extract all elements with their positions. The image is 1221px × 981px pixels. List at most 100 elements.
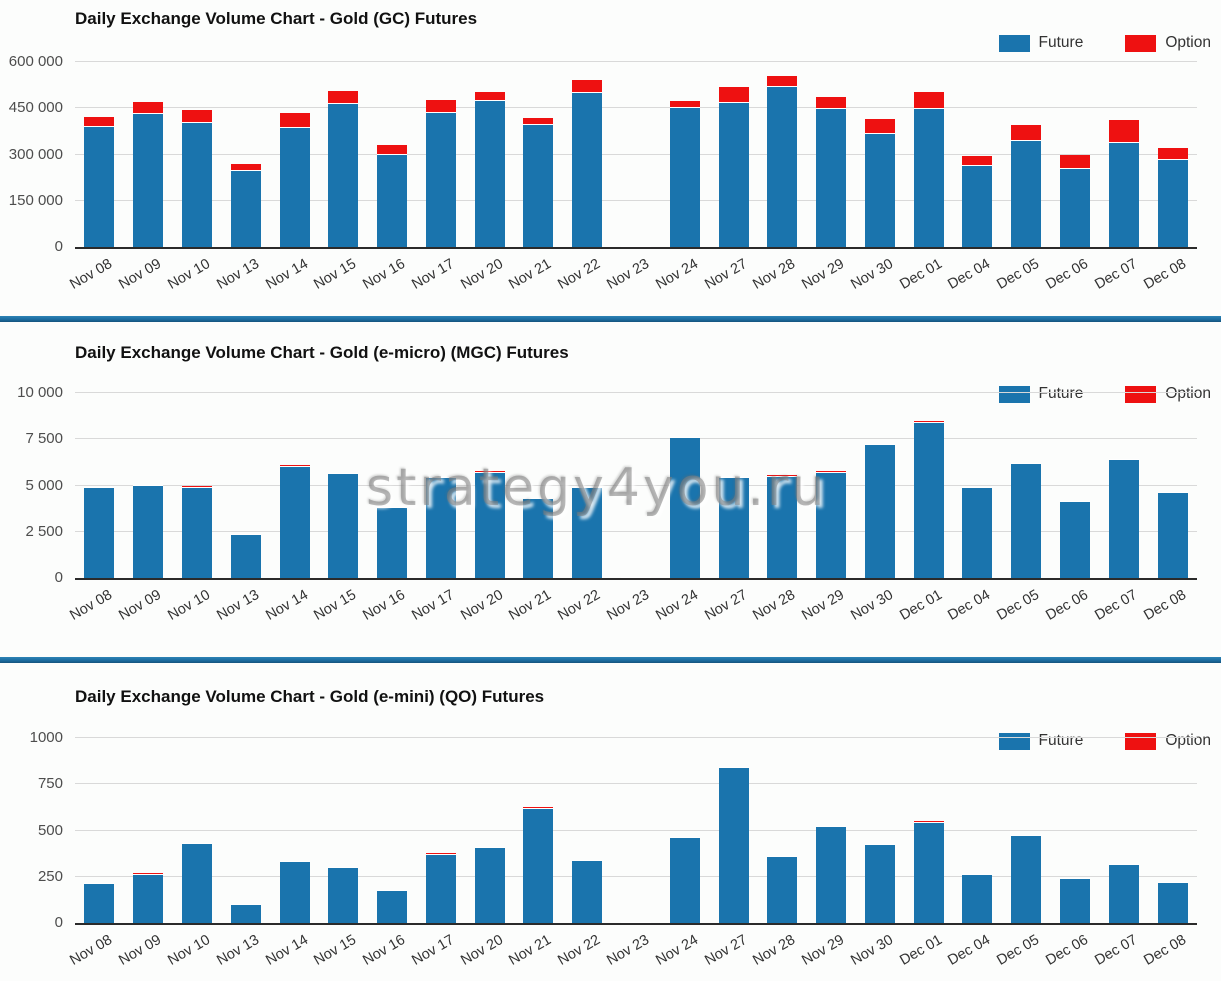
bar-segment-option[interactable] [621, 577, 651, 579]
bar-segment-option[interactable] [328, 91, 359, 104]
bar-dec-08[interactable] [1157, 881, 1188, 923]
bar-dec-07[interactable] [1108, 863, 1139, 923]
bar-nov-22[interactable] [572, 79, 603, 247]
bar-nov-29[interactable] [816, 825, 847, 923]
bar-segment-option[interactable] [718, 477, 749, 479]
bar-segment-option[interactable] [864, 443, 895, 445]
bar-nov-15[interactable] [328, 866, 359, 923]
bar-segment-option[interactable] [767, 76, 798, 87]
bar-segment-option[interactable] [523, 497, 554, 499]
legend-item-future[interactable]: Future [998, 732, 1083, 750]
bar-nov-30[interactable] [864, 119, 895, 247]
bar-nov-21[interactable] [523, 497, 554, 578]
bar-segment-option[interactable] [767, 856, 798, 858]
bar-dec-05[interactable] [1011, 463, 1042, 578]
bar-nov-15[interactable] [328, 91, 359, 247]
bar-nov-24[interactable] [669, 837, 700, 923]
bar-nov-29[interactable] [816, 96, 847, 247]
legend-item-option[interactable]: Option [1125, 385, 1211, 403]
bar-nov-14[interactable] [279, 860, 310, 923]
bar-dec-06[interactable] [1060, 154, 1091, 247]
bar-segment-option[interactable] [864, 119, 895, 135]
bar-segment-option[interactable] [377, 890, 408, 892]
bar-segment-option[interactable] [816, 471, 847, 473]
bar-segment-option[interactable] [279, 112, 310, 129]
bar-segment-option[interactable] [1157, 148, 1188, 161]
bar-nov-27[interactable] [718, 86, 749, 247]
bar-dec-04[interactable] [962, 155, 993, 247]
bar-nov-13[interactable] [230, 903, 261, 923]
bar-segment-option[interactable] [572, 860, 603, 862]
bar-nov-28[interactable] [767, 475, 798, 578]
legend-item-option[interactable]: Option [1125, 34, 1211, 52]
bar-dec-01[interactable] [913, 92, 944, 247]
bar-segment-option[interactable] [181, 486, 212, 488]
bar-nov-10[interactable] [181, 486, 212, 578]
bar-segment-option[interactable] [1011, 835, 1042, 837]
bar-nov-13[interactable] [230, 533, 261, 578]
bar-nov-08[interactable] [84, 116, 115, 247]
bar-segment-option[interactable] [913, 821, 944, 823]
bar-segment-option[interactable] [767, 475, 798, 477]
bar-segment-option[interactable] [133, 101, 164, 115]
bar-nov-20[interactable] [474, 471, 505, 578]
bar-nov-22[interactable] [572, 860, 603, 923]
bar-segment-option[interactable] [279, 860, 310, 862]
bar-segment-option[interactable] [962, 873, 993, 875]
bar-segment-option[interactable] [572, 486, 603, 488]
bar-segment-option[interactable] [181, 843, 212, 845]
bar-dec-01[interactable] [913, 421, 944, 578]
bar-nov-23[interactable] [621, 245, 651, 247]
bar-segment-option[interactable] [279, 465, 310, 467]
bar-dec-07[interactable] [1108, 458, 1139, 578]
bar-segment-option[interactable] [133, 873, 164, 875]
bar-segment-option[interactable] [84, 882, 115, 884]
bar-segment-option[interactable] [669, 437, 700, 439]
bar-segment-option[interactable] [328, 866, 359, 868]
bar-nov-29[interactable] [816, 471, 847, 578]
bar-nov-24[interactable] [669, 437, 700, 578]
bar-segment-option[interactable] [230, 164, 261, 172]
bar-segment-option[interactable] [474, 846, 505, 849]
bar-segment-option[interactable] [181, 110, 212, 123]
bar-nov-08[interactable] [84, 882, 115, 923]
bar-dec-07[interactable] [1108, 120, 1139, 247]
bar-dec-08[interactable] [1157, 491, 1188, 578]
bar-nov-27[interactable] [718, 766, 749, 923]
bar-segment-option[interactable] [474, 471, 505, 473]
bar-segment-option[interactable] [1157, 491, 1188, 493]
bar-segment-option[interactable] [377, 144, 408, 156]
bar-nov-14[interactable] [279, 465, 310, 578]
bar-segment-option[interactable] [84, 486, 115, 488]
bar-segment-option[interactable] [328, 472, 359, 474]
bar-segment-option[interactable] [84, 116, 115, 127]
bar-nov-09[interactable] [133, 873, 164, 923]
bar-segment-option[interactable] [816, 825, 847, 827]
bar-nov-30[interactable] [864, 844, 895, 923]
bar-segment-option[interactable] [1108, 120, 1139, 143]
bar-segment-option[interactable] [669, 100, 700, 109]
bar-segment-option[interactable] [718, 766, 749, 768]
bar-nov-24[interactable] [669, 100, 700, 247]
bar-segment-option[interactable] [1157, 881, 1188, 883]
bar-segment-option[interactable] [1108, 458, 1139, 460]
bar-segment-option[interactable] [621, 245, 651, 247]
bar-nov-30[interactable] [864, 443, 895, 578]
bar-segment-option[interactable] [864, 844, 895, 846]
bar-segment-option[interactable] [816, 96, 847, 110]
bar-nov-14[interactable] [279, 112, 310, 247]
legend-item-option[interactable]: Option [1125, 732, 1211, 750]
bar-dec-08[interactable] [1157, 148, 1188, 247]
bar-nov-15[interactable] [328, 472, 359, 578]
bar-nov-28[interactable] [767, 76, 798, 247]
bar-nov-22[interactable] [572, 486, 603, 578]
bar-nov-10[interactable] [181, 110, 212, 247]
legend-item-future[interactable]: Future [998, 385, 1083, 403]
bar-nov-17[interactable] [425, 477, 456, 578]
bar-segment-option[interactable] [1011, 124, 1042, 142]
bar-segment-option[interactable] [913, 92, 944, 109]
bar-nov-21[interactable] [523, 807, 554, 923]
bar-segment-option[interactable] [1060, 154, 1091, 169]
bar-nov-23[interactable] [621, 577, 651, 579]
bar-dec-06[interactable] [1060, 501, 1091, 578]
